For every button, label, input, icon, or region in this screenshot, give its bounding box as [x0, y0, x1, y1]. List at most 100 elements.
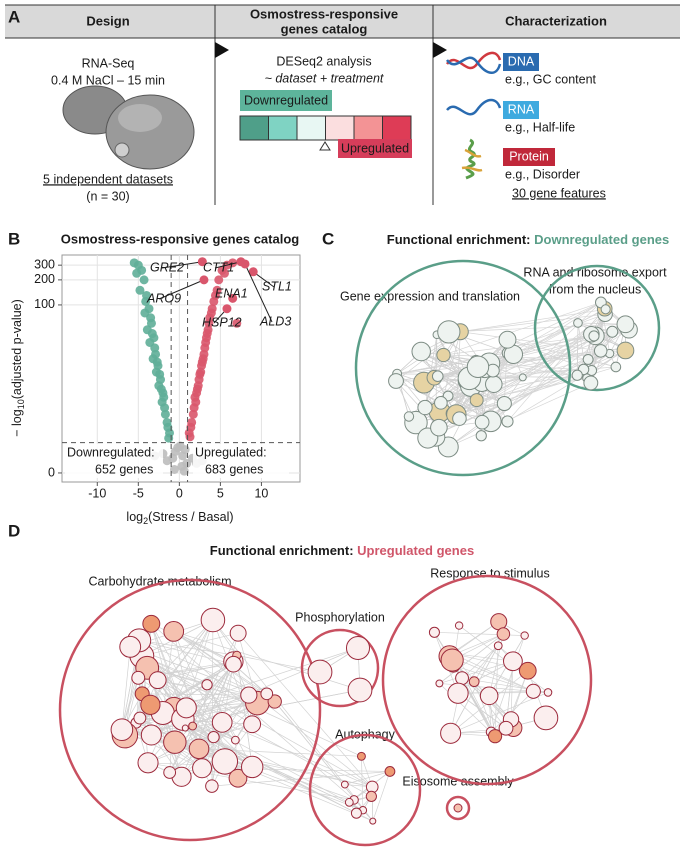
node [188, 738, 210, 760]
node [365, 790, 377, 803]
edge [456, 331, 461, 415]
header: Osmostress-responsive [250, 6, 398, 21]
node [369, 817, 377, 825]
node [501, 415, 514, 428]
node [431, 370, 444, 383]
node [163, 766, 177, 779]
node [498, 330, 517, 349]
node [593, 344, 608, 358]
node [454, 621, 464, 630]
node [533, 705, 559, 731]
node [163, 620, 185, 642]
cluster-label: Response to stimulus [430, 566, 550, 580]
node [487, 729, 503, 744]
arrow-head [215, 42, 229, 58]
header: Design [86, 13, 129, 28]
node [583, 375, 599, 391]
point [160, 409, 170, 419]
highlight [118, 104, 162, 132]
point [205, 313, 215, 323]
node [436, 347, 451, 363]
edge [507, 350, 626, 422]
x-tick-label: 5 [217, 486, 224, 500]
feature-total: 30 gene features [512, 186, 606, 200]
dna-icon [445, 56, 502, 74]
edge [142, 693, 249, 696]
node [241, 755, 264, 779]
cluster-label: Carbohydrate metabolism [88, 574, 231, 588]
edge [173, 631, 234, 662]
y-label-part: − log [10, 409, 24, 437]
gene-label: STL1 [262, 279, 292, 293]
title-highlight: Upregulated genes [357, 543, 474, 558]
node [437, 320, 461, 344]
edge [443, 354, 587, 379]
point [190, 392, 200, 402]
panel-label: B [8, 229, 20, 248]
up-box [338, 139, 412, 158]
edge [494, 621, 500, 737]
point [164, 433, 174, 443]
point [219, 268, 229, 278]
point [197, 357, 207, 367]
node [181, 724, 189, 732]
edge [222, 722, 373, 788]
panel-title: Functional enrichment: Upregulated genes [210, 543, 474, 558]
title-part: Functional enrichment: [387, 232, 531, 247]
gene-label: ENA1 [215, 286, 248, 300]
edge [372, 771, 391, 822]
node [588, 330, 600, 342]
node [479, 686, 499, 706]
x-tick-label: 10 [254, 486, 268, 500]
panel-label: C [322, 229, 334, 248]
cluster-label: from the nucleus [549, 282, 641, 296]
edge [507, 339, 616, 368]
y-tick-label: 100 [34, 297, 55, 311]
edge [150, 623, 175, 709]
edge [173, 647, 359, 709]
annotation-bg [65, 444, 163, 478]
node [205, 779, 219, 793]
rna-icon [446, 98, 502, 116]
node [610, 361, 622, 373]
leader-line [161, 261, 203, 269]
node [520, 631, 529, 640]
node [582, 353, 594, 365]
edge [475, 302, 602, 362]
scale-cell [239, 115, 269, 141]
node [600, 304, 611, 315]
panel-label: A [8, 7, 20, 26]
node [573, 318, 583, 328]
point [185, 432, 195, 442]
edge [139, 640, 237, 656]
scale-cell [325, 115, 355, 141]
node [201, 679, 213, 691]
node [469, 393, 484, 408]
edge [169, 661, 234, 773]
edge [450, 692, 549, 734]
method: DESeq2 analysis [276, 54, 371, 68]
node [518, 661, 537, 680]
node [119, 635, 142, 658]
labeled-point [199, 275, 209, 285]
node [384, 766, 396, 777]
edge [451, 659, 512, 720]
point [150, 343, 160, 353]
y-tick-label: 300 [34, 257, 55, 271]
leader-line [158, 279, 205, 300]
point [232, 318, 242, 328]
node [192, 758, 213, 779]
annotation-bg [193, 444, 289, 478]
node [430, 418, 448, 437]
cluster-ring [354, 259, 572, 477]
node [616, 315, 635, 334]
formula: ~ dataset + treatment [265, 71, 384, 85]
scale-cell [353, 115, 383, 141]
edge [121, 646, 131, 730]
node [240, 686, 258, 704]
node [571, 369, 583, 381]
point [180, 445, 190, 455]
cluster-ring [445, 795, 471, 821]
node [175, 697, 197, 719]
point [202, 329, 212, 339]
